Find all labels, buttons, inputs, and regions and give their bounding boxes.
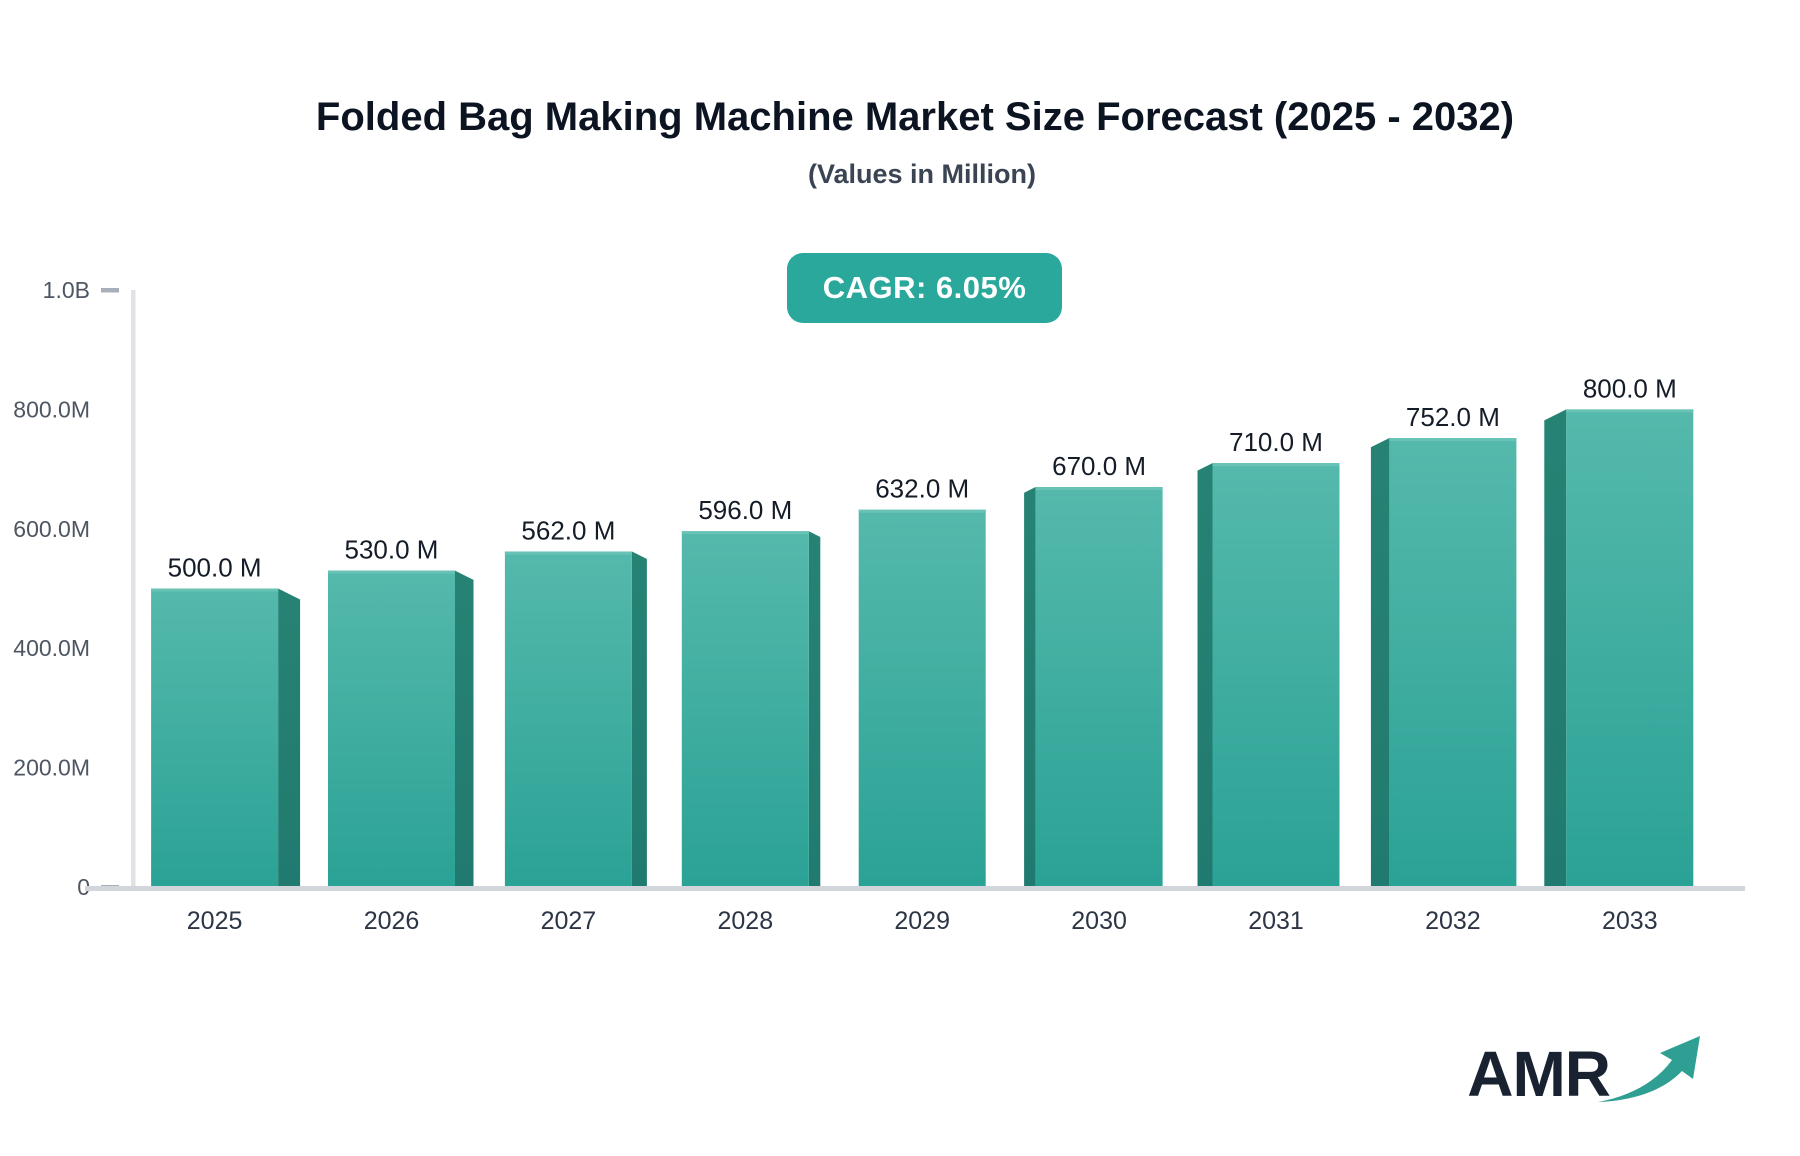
bar-2030: 670.0 M 2030: [1024, 451, 1163, 935]
page-subtitle: (Values in Million): [807, 159, 1037, 189]
page-title: Folded Bag Making Machine Market Size Fo…: [315, 95, 1515, 139]
bar-front: [504, 551, 632, 887]
bar-2033: 800.0 M 2033: [1544, 373, 1694, 935]
x-axis-label: 2025: [187, 907, 243, 935]
bar-top-edge: [1212, 463, 1340, 467]
y-axis-label: 400.0M: [13, 635, 90, 661]
growth-arrow-icon: [1598, 1036, 1700, 1102]
bar-value-label: 710.0 M: [1229, 427, 1323, 457]
x-axis-label: 2028: [717, 907, 773, 935]
bar-value-label: 562.0 M: [521, 515, 615, 545]
bar-front: [328, 570, 455, 887]
cagr-badge: CAGR: 6.05%: [787, 253, 1062, 323]
bar-side: [455, 570, 474, 887]
amr-logo: AMR: [1467, 1032, 1706, 1110]
y-axis-label: 0: [77, 874, 90, 900]
bar-value-label: 596.0 M: [698, 495, 792, 525]
bar-front: [1566, 409, 1694, 887]
bar-top-edge: [504, 551, 632, 555]
bar-value-label: 530.0 M: [345, 535, 439, 565]
bar-2031: 710.0 M 2031: [1197, 427, 1340, 935]
y-axis-label: 1.0B: [43, 277, 90, 303]
bar-front: [151, 588, 279, 887]
bar-side: [1197, 463, 1213, 887]
bar-side: [1370, 438, 1390, 887]
y-axis-line: [131, 290, 136, 889]
bar-top-edge: [681, 531, 809, 535]
bar-2028: 596.0 M 2028: [681, 495, 821, 935]
y-axis-tick: [101, 288, 119, 293]
bar-side: [808, 531, 821, 887]
y-axis-label: 800.0M: [13, 396, 90, 422]
bar-top-edge: [328, 570, 455, 574]
y-axis-label: 600.0M: [13, 516, 90, 542]
bar-top-edge: [1035, 487, 1163, 491]
bar-value-label: 800.0 M: [1583, 373, 1677, 403]
bar-side: [278, 588, 301, 887]
bar-top-edge: [858, 509, 986, 513]
bar-value-label: 752.0 M: [1406, 402, 1500, 432]
bar-front: [1212, 463, 1340, 887]
bar-front: [1035, 487, 1163, 887]
amr-logo-text: AMR: [1467, 1038, 1611, 1110]
bar-top-edge: [1566, 409, 1694, 413]
x-axis-label: 2029: [894, 907, 950, 935]
x-axis-baseline: [85, 886, 1745, 891]
bar-top-edge: [151, 588, 279, 592]
x-axis-label: 2032: [1425, 907, 1481, 935]
x-axis-label: 2033: [1602, 907, 1658, 935]
y-axis-label: 200.0M: [13, 755, 90, 781]
bar-side: [1544, 409, 1567, 887]
x-axis-label: 2026: [364, 907, 420, 935]
bar-value-label: 500.0 M: [168, 553, 262, 583]
bar-front: [681, 531, 809, 887]
bar-side: [631, 551, 647, 887]
bar-front: [1389, 438, 1517, 887]
bar-top-edge: [1389, 438, 1517, 442]
bar-2029: 632.0 M 2029: [858, 474, 986, 935]
bar-value-label: 670.0 M: [1052, 451, 1146, 481]
bar-2026: 530.0 M 2026: [328, 535, 474, 935]
x-axis-label: 2030: [1071, 907, 1127, 935]
cagr-badge-label: CAGR: 6.05%: [822, 270, 1027, 305]
x-axis-label: 2031: [1248, 907, 1304, 935]
bar-value-label: 632.0 M: [875, 474, 969, 504]
x-axis-label: 2027: [541, 907, 597, 935]
bar-2032: 752.0 M 2032: [1370, 402, 1517, 935]
bar-side: [1024, 487, 1036, 887]
bar-2025: 500.0 M 2025: [151, 553, 301, 935]
bar-front: [858, 509, 986, 887]
bar-2027: 562.0 M 2027: [504, 515, 647, 935]
